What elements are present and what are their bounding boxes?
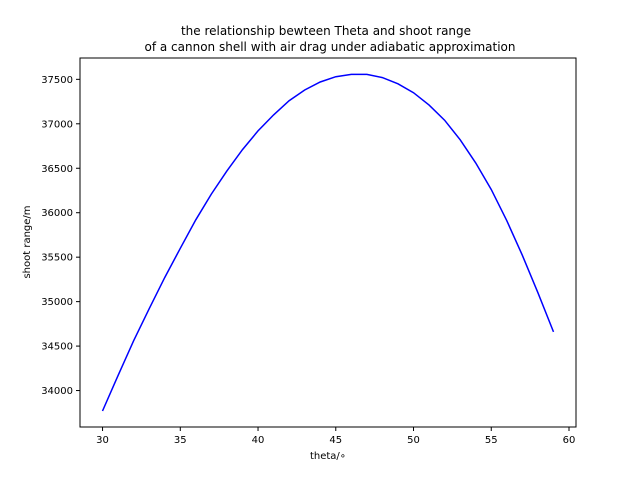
y-tick-label-34000: 34000 [41,386,73,397]
y-axis-label: shoot range/m [22,205,33,278]
x-tick-label-35: 35 [174,435,187,446]
series-line-0 [101,73,555,412]
y-tick-label-37500: 37500 [41,75,73,86]
x-tick-label-45: 45 [329,435,342,446]
plot-area: 30 35 40 45 50 55 60 34000 34500 35000 35500 36000 3… [41,73,576,446]
y-tick-label-36500: 36500 [41,164,73,175]
axes-frame [79,57,577,428]
y-tick-label-36000: 36000 [41,208,73,219]
x-tick-label-30: 30 [96,435,109,446]
x-tick-label-40: 40 [252,435,265,446]
y-tick-label-37000: 37000 [41,119,73,130]
x-tick-label-55: 55 [485,435,498,446]
chart-title-line-1: the relationship bewteen Theta and shoot… [181,24,471,38]
chart-title-line-2: of a cannon shell with air drag under ad… [145,40,516,54]
x-tick-label-60: 60 [563,435,576,446]
x-axis-label: theta/∘ [310,451,346,462]
y-tick-label-35000: 35000 [41,297,73,308]
y-tick-label-35500: 35500 [41,253,73,264]
x-tick-label-50: 50 [407,435,420,446]
y-tick-label-34500: 34500 [41,342,73,353]
